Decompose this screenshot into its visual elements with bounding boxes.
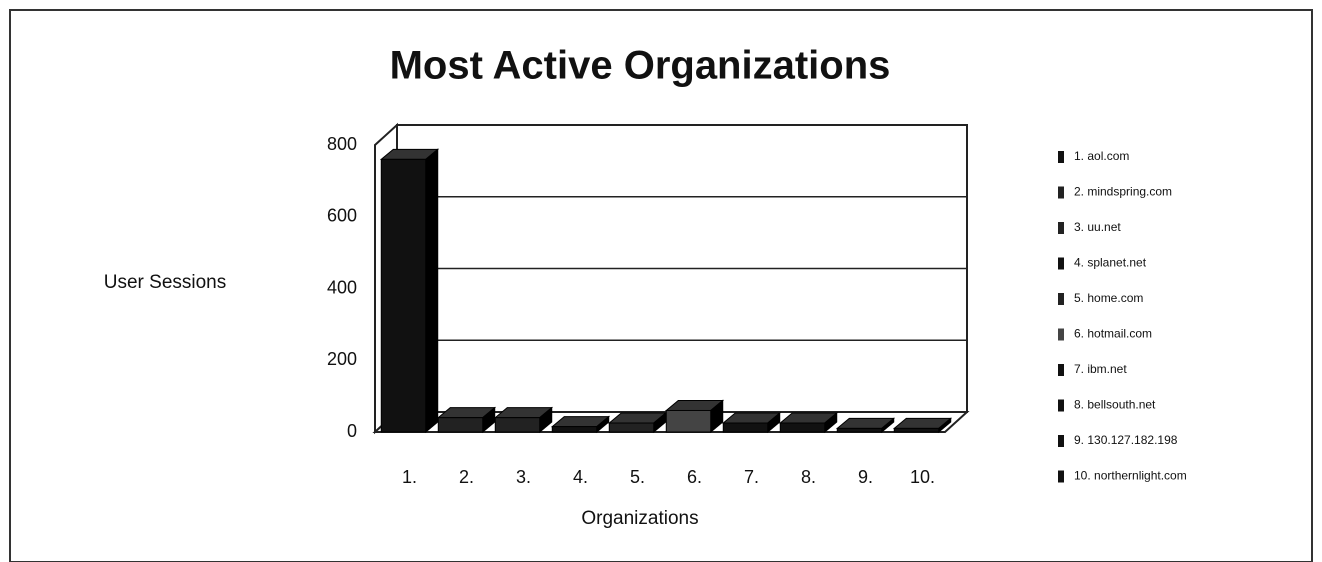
- x-tick-label: 9.: [858, 467, 873, 487]
- legend-label: 5. home.com: [1074, 291, 1143, 305]
- bar: [722, 422, 769, 433]
- legend-swatch: [1058, 399, 1064, 412]
- legend-swatch: [1058, 151, 1064, 163]
- x-tick-label: 10.: [910, 467, 935, 487]
- x-tick-label: 2.: [459, 467, 474, 487]
- legend-swatch: [1058, 293, 1064, 305]
- bar: [494, 417, 541, 433]
- frame: [9, 9, 1313, 562]
- legend-swatch: [1058, 257, 1064, 270]
- legend-label: 6. hotmail.com: [1074, 327, 1152, 341]
- x-axis-title: Organizations: [581, 508, 698, 529]
- y-tick-label: 600: [327, 206, 357, 226]
- x-tick-label: 4.: [573, 467, 588, 487]
- x-tick-label: 1.: [402, 467, 417, 487]
- legend-label: 3. uu.net: [1074, 220, 1121, 234]
- y-tick-label: 400: [327, 277, 357, 297]
- legend-swatch: [1058, 186, 1064, 199]
- legend-label: 9. 130.127.182.198: [1074, 433, 1178, 447]
- y-axis-title: User Sessions: [104, 272, 227, 293]
- legend-swatch: [1058, 435, 1064, 447]
- bar-side: [425, 148, 439, 434]
- legend-swatch: [1058, 364, 1064, 376]
- legend-label: 2. mindspring.com: [1074, 185, 1172, 199]
- x-tick-label: 7.: [744, 467, 759, 487]
- legend-swatch: [1058, 222, 1064, 234]
- bar: [437, 417, 484, 433]
- legend-label: 7. ibm.net: [1074, 362, 1127, 376]
- bar: [380, 158, 427, 433]
- legend-label: 10. northernlight.com: [1074, 469, 1187, 483]
- legend-swatch: [1058, 470, 1064, 483]
- bar: [779, 422, 826, 433]
- chart-title: Most Active Organizations: [390, 44, 891, 88]
- x-tick-label: 5.: [630, 467, 645, 487]
- legend-swatch: [1058, 328, 1064, 341]
- legend-label: 4. splanet.net: [1074, 256, 1147, 270]
- bar: [665, 409, 712, 433]
- x-tick-label: 6.: [687, 467, 702, 487]
- bar: [893, 427, 940, 433]
- legend-label: 1. aol.com: [1074, 149, 1129, 163]
- bar: [608, 422, 655, 433]
- bar: [551, 426, 598, 433]
- y-tick-label: 800: [327, 134, 357, 154]
- legend-label: 8. bellsouth.net: [1074, 398, 1156, 412]
- y-tick-label: 0: [347, 421, 357, 441]
- x-tick-label: 3.: [516, 467, 531, 487]
- x-tick-label: 8.: [801, 467, 816, 487]
- bar: [836, 427, 883, 433]
- y-tick-label: 200: [327, 349, 357, 369]
